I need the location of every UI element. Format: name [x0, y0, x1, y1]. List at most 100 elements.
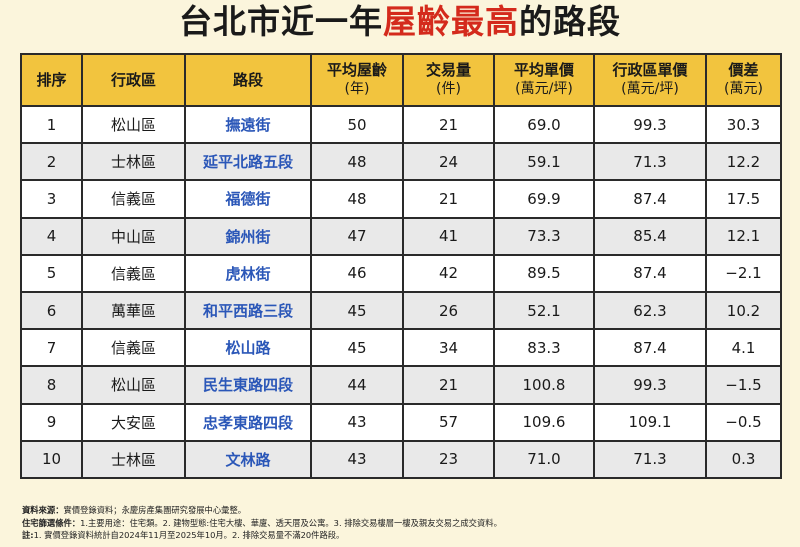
- cell-volume: 21: [402, 365, 495, 405]
- cell-district-price: 99.3: [593, 104, 707, 145]
- table-row: 1 松山區 撫遠街 50 21 69.0 99.3 30.3: [20, 104, 782, 145]
- cell-price-diff: 12.2: [705, 142, 782, 182]
- cell-avg-age: 45: [310, 328, 404, 368]
- cell-avg-age: 43: [310, 402, 404, 442]
- cell-avg-age: 44: [310, 365, 404, 405]
- cell-district-price: 62.3: [593, 290, 707, 331]
- filter-note: 住宅篩選條件：1.主要用途：住宅類。2. 建物型態:住宅大樓、華廈、透天厝及公寓…: [22, 517, 502, 528]
- ranking-table: 排序 行政區 路段 平均屋齡 (年) 交易量 (件) 平均單價 (萬元/坪) 行政區單…: [20, 53, 782, 479]
- cell-avg-price: 100.8: [493, 365, 595, 405]
- cell-price-diff: 12.1: [705, 216, 782, 256]
- cell-avg-age: 48: [310, 142, 404, 182]
- cell-volume: 41: [402, 216, 495, 256]
- table-row: 6 萬華區 和平西路三段 45 26 52.1 62.3 10.2: [20, 290, 782, 331]
- cell-avg-age: 43: [310, 439, 404, 479]
- cell-avg-age: 45: [310, 290, 404, 331]
- table-row: 8 松山區 民生東路四段 44 21 100.8 99.3 −1.5: [20, 365, 782, 405]
- title-highlight: 屋齡最高: [383, 2, 519, 41]
- table-body: 1 松山區 撫遠街 50 21 69.0 99.3 30.3 2 士林區 延平北路五段 48 24 59.…: [20, 104, 782, 479]
- cell-avg-age: 46: [310, 253, 404, 293]
- cell-avg-age: 48: [310, 179, 404, 219]
- cell-district: 士林區: [81, 439, 186, 479]
- cell-rank: 10: [20, 439, 83, 479]
- cell-district: 信義區: [81, 179, 186, 219]
- cell-price-diff: 30.3: [705, 104, 782, 145]
- cell-rank: 4: [20, 216, 83, 256]
- cell-volume: 57: [402, 402, 495, 442]
- remark-note: 註:1. 實價登錄資料統計自2024年11月至2025年10月。2. 排除交易量…: [22, 530, 345, 540]
- table-row: 3 信義區 福德街 48 21 69.9 87.4 17.5: [20, 179, 782, 219]
- cell-avg-price: 89.5: [493, 253, 595, 293]
- cell-district-price: 99.3: [593, 365, 707, 405]
- cell-road: 錦州街: [184, 216, 312, 256]
- table-row: 4 中山區 錦州街 47 41 73.3 85.4 12.1: [20, 216, 782, 256]
- cell-district-price: 71.3: [593, 142, 707, 182]
- cell-rank: 1: [20, 104, 83, 145]
- cell-district-price: 87.4: [593, 179, 707, 219]
- cell-avg-age: 50: [310, 104, 404, 145]
- footnotes: 資料來源：實價登錄資料；永慶房產集團研究發展中心彙整。 住宅篩選條件：1.主要用…: [22, 504, 792, 542]
- cell-volume: 24: [402, 142, 495, 182]
- cell-avg-price: 69.9: [493, 179, 595, 219]
- cell-road: 民生東路四段: [184, 365, 312, 405]
- cell-price-diff: −1.5: [705, 365, 782, 405]
- cell-district: 萬華區: [81, 290, 186, 331]
- cell-road: 文林路: [184, 439, 312, 479]
- table-row: 9 大安區 忠孝東路四段 43 57 109.6 109.1 −0.5: [20, 402, 782, 442]
- cell-avg-price: 59.1: [493, 142, 595, 182]
- cell-volume: 21: [402, 179, 495, 219]
- cell-volume: 26: [402, 290, 495, 331]
- cell-rank: 5: [20, 253, 83, 293]
- title-part-1: 台北市近一年: [179, 2, 383, 41]
- header-volume: 交易量 (件): [402, 53, 495, 107]
- cell-rank: 3: [20, 179, 83, 219]
- cell-road: 撫遠街: [184, 104, 312, 145]
- cell-volume: 23: [402, 439, 495, 479]
- cell-district-price: 87.4: [593, 328, 707, 368]
- source-note: 資料來源：實價登錄資料；永慶房產集團研究發展中心彙整。: [22, 505, 247, 515]
- table-row: 7 信義區 松山路 45 34 83.3 87.4 4.1: [20, 328, 782, 368]
- header-district-price: 行政區單價 (萬元/坪): [593, 53, 707, 107]
- header-district: 行政區: [81, 53, 186, 107]
- cell-district-price: 87.4: [593, 253, 707, 293]
- cell-rank: 8: [20, 365, 83, 405]
- cell-road: 松山路: [184, 328, 312, 368]
- cell-avg-price: 52.1: [493, 290, 595, 331]
- cell-road: 延平北路五段: [184, 142, 312, 182]
- table-header-row: 排序 行政區 路段 平均屋齡 (年) 交易量 (件) 平均單價 (萬元/坪) 行政區單…: [20, 53, 782, 107]
- cell-district-price: 71.3: [593, 439, 707, 479]
- header-road: 路段: [184, 53, 312, 107]
- header-avg-price: 平均單價 (萬元/坪): [493, 53, 595, 107]
- cell-avg-price: 73.3: [493, 216, 595, 256]
- page-title: 台北市近一年屋齡最高的路段: [0, 0, 800, 44]
- cell-price-diff: 17.5: [705, 179, 782, 219]
- cell-district: 大安區: [81, 402, 186, 442]
- cell-district-price: 109.1: [593, 402, 707, 442]
- cell-rank: 6: [20, 290, 83, 331]
- cell-road: 虎林街: [184, 253, 312, 293]
- cell-district: 信義區: [81, 328, 186, 368]
- cell-district: 中山區: [81, 216, 186, 256]
- cell-road: 忠孝東路四段: [184, 402, 312, 442]
- cell-volume: 21: [402, 104, 495, 145]
- cell-rank: 9: [20, 402, 83, 442]
- cell-rank: 2: [20, 142, 83, 182]
- cell-district-price: 85.4: [593, 216, 707, 256]
- header-avg-age: 平均屋齡 (年): [310, 53, 404, 107]
- cell-avg-price: 69.0: [493, 104, 595, 145]
- table-row: 10 士林區 文林路 43 23 71.0 71.3 0.3: [20, 439, 782, 479]
- cell-district: 士林區: [81, 142, 186, 182]
- cell-avg-age: 47: [310, 216, 404, 256]
- cell-price-diff: 0.3: [705, 439, 782, 479]
- cell-volume: 34: [402, 328, 495, 368]
- cell-road: 福德街: [184, 179, 312, 219]
- cell-price-diff: −2.1: [705, 253, 782, 293]
- cell-district: 松山區: [81, 104, 186, 145]
- cell-price-diff: 4.1: [705, 328, 782, 368]
- table-row: 5 信義區 虎林街 46 42 89.5 87.4 −2.1: [20, 253, 782, 293]
- cell-district: 信義區: [81, 253, 186, 293]
- cell-price-diff: −0.5: [705, 402, 782, 442]
- cell-avg-price: 109.6: [493, 402, 595, 442]
- header-price-diff: 價差 (萬元): [705, 53, 782, 107]
- cell-volume: 42: [402, 253, 495, 293]
